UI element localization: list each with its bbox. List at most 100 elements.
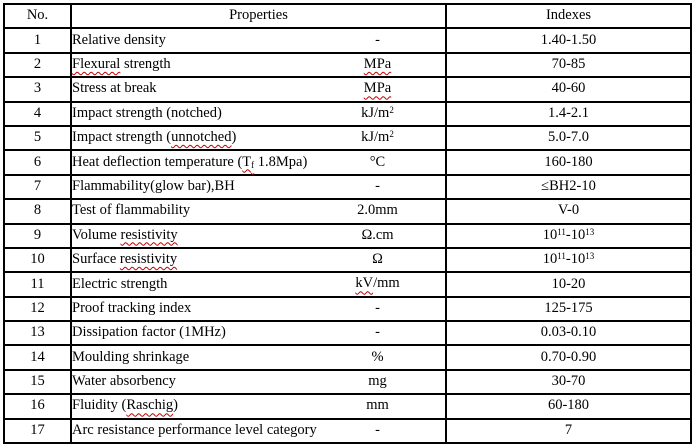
property-unit: kJ/m2 <box>361 104 394 121</box>
index-value: 40-60 <box>445 76 692 103</box>
property-unit: - <box>375 421 380 438</box>
property-cell: Dissipation factor (1MHz) - <box>70 320 447 347</box>
table-row: 1 Relative density - 1.40-1.50 <box>3 27 692 54</box>
table-row: 3 Stress at break MPa 40-60 <box>3 76 692 103</box>
property-cell: Surface resistivity Ω <box>70 246 447 274</box>
property-cell: Moulding shrinkage% <box>70 344 447 371</box>
property-unit: - <box>375 177 380 194</box>
table-row: 7 Flammability(glow bar),BH - ≤BH2-10 <box>3 173 692 201</box>
property-unit: - <box>375 31 380 48</box>
row-number: 10 <box>3 246 72 274</box>
property-unit: - <box>375 299 380 316</box>
index-value: 0.03-0.10 <box>445 320 692 347</box>
property-name: Fluidity (Raschig) <box>72 397 178 414</box>
header-properties: Properties <box>70 2 447 30</box>
property-name: Impact strength (unnotched) <box>72 129 237 146</box>
header-row: No. Properties Indexes <box>3 2 692 30</box>
row-number: 3 <box>3 76 72 103</box>
row-number: 4 <box>3 100 72 127</box>
property-cell: Stress at break MPa <box>70 76 447 103</box>
table-row: 2 Flexural strength MPa 70-85 <box>3 51 692 79</box>
table-row: 9 Volume resistivity Ω.cm 1011-1013 <box>3 222 692 249</box>
property-name: Dissipation factor (1MHz) <box>72 324 226 341</box>
row-number: 16 <box>3 393 72 420</box>
property-unit: Ω.cm <box>361 226 394 243</box>
properties-table: No. Properties Indexes 1 Relative density… <box>3 2 692 445</box>
row-number: 17 <box>3 417 72 445</box>
header-no: No. <box>3 2 72 30</box>
property-name: Relative density <box>72 31 166 48</box>
table-row: 12 Proof tracking index - 125-175 <box>3 295 692 323</box>
property-cell: Flammability(glow bar),BH - <box>70 173 447 201</box>
table-row: 6 Heat deflection temperature (Tf 1.8Mpa)… <box>3 149 692 176</box>
index-value: 1.4-2.1 <box>445 100 692 127</box>
property-cell: Flexural strength MPa <box>70 51 447 79</box>
table-row: 8 Test of flammability 2.0mm V-0 <box>3 198 692 225</box>
index-value: 0.70-0.90 <box>445 344 692 371</box>
property-name: Arc resistance performance level categor… <box>72 421 317 438</box>
property-unit: - <box>375 324 380 341</box>
header-indexes: Indexes <box>445 2 692 30</box>
table-row: 10 Surface resistivity Ω 1011-1013 <box>3 246 692 274</box>
property-name: Electric strength <box>72 275 168 292</box>
index-value: ≤BH2-10 <box>445 173 692 201</box>
index-value: 7 <box>445 417 692 445</box>
index-value: V-0 <box>445 198 692 225</box>
property-unit: °C <box>369 153 386 170</box>
index-value: 70-85 <box>445 51 692 79</box>
index-value: 1011-1013 <box>445 222 692 249</box>
property-name: Moulding shrinkage <box>72 348 190 365</box>
row-number: 1 <box>3 27 72 54</box>
property-name: Impact strength (notched) <box>72 104 222 121</box>
property-cell: Arc resistance performance level categor… <box>70 417 447 445</box>
property-name: Stress at break <box>72 80 157 97</box>
property-unit: mg <box>368 373 387 390</box>
row-number: 11 <box>3 271 72 298</box>
property-cell: Heat deflection temperature (Tf 1.8Mpa) °… <box>70 149 447 176</box>
index-value: 60-180 <box>445 393 692 420</box>
property-cell: Test of flammability 2.0mm <box>70 198 447 225</box>
property-cell: Electric strength kV/mm <box>70 271 447 298</box>
row-number: 9 <box>3 222 72 249</box>
table-row: 5 Impact strength (unnotched) kJ/m2 5.0-7.0 <box>3 124 692 152</box>
property-cell: Volume resistivity Ω.cm <box>70 222 447 249</box>
index-value: 5.0-7.0 <box>445 124 692 152</box>
property-cell: Fluidity (Raschig) mm <box>70 393 447 420</box>
property-cell: Impact strength (notched) kJ/m2 <box>70 100 447 127</box>
property-name: Surface resistivity <box>72 251 178 268</box>
index-value: 10-20 <box>445 271 692 298</box>
table-row: 15 Water absorbency mg 30-70 <box>3 368 692 396</box>
property-unit: kV/mm <box>355 275 400 292</box>
property-name: Flexural strength <box>72 56 171 72</box>
property-cell: Water absorbency mg <box>70 368 447 396</box>
row-number: 13 <box>3 320 72 347</box>
property-unit: % <box>371 348 384 365</box>
table-row: 16 Fluidity (Raschig) mm 60-180 <box>3 393 692 420</box>
property-unit: Ω <box>372 251 383 268</box>
table-row: 14 Moulding shrinkage% 0.70-0.90 <box>3 344 692 371</box>
property-unit: MPa <box>363 80 392 97</box>
property-name: Flammability(glow bar),BH <box>72 177 235 194</box>
table-row: 11 Electric strength kV/mm 10-20 <box>3 271 692 298</box>
property-cell: Proof tracking index - <box>70 295 447 323</box>
property-name: Water absorbency <box>72 373 176 390</box>
index-value: 30-70 <box>445 368 692 396</box>
row-number: 5 <box>3 124 72 152</box>
property-unit: kJ/m2 <box>361 129 394 146</box>
table-body: 1 Relative density -1.40-1.50 2 Flexural str… <box>3 27 692 445</box>
property-name: Test of flammability <box>72 202 191 219</box>
table-row: 4 Impact strength (notched) kJ/m2 1.4-2.1 <box>3 100 692 127</box>
table-row: 13 Dissipation factor (1MHz) - 0.03-0.10 <box>3 320 692 347</box>
index-value: 160-180 <box>445 149 692 176</box>
row-number: 6 <box>3 149 72 176</box>
row-number: 15 <box>3 368 72 396</box>
row-number: 14 <box>3 344 72 371</box>
property-name: Heat deflection temperature (Tf 1.8Mpa) <box>72 153 308 170</box>
property-cell: Relative density - <box>70 27 447 54</box>
property-unit: mm <box>366 397 389 414</box>
property-unit: MPa <box>363 56 392 72</box>
row-number: 12 <box>3 295 72 323</box>
property-unit: 2.0mm <box>357 202 398 219</box>
row-number: 7 <box>3 173 72 201</box>
index-value: 1.40-1.50 <box>445 27 692 54</box>
